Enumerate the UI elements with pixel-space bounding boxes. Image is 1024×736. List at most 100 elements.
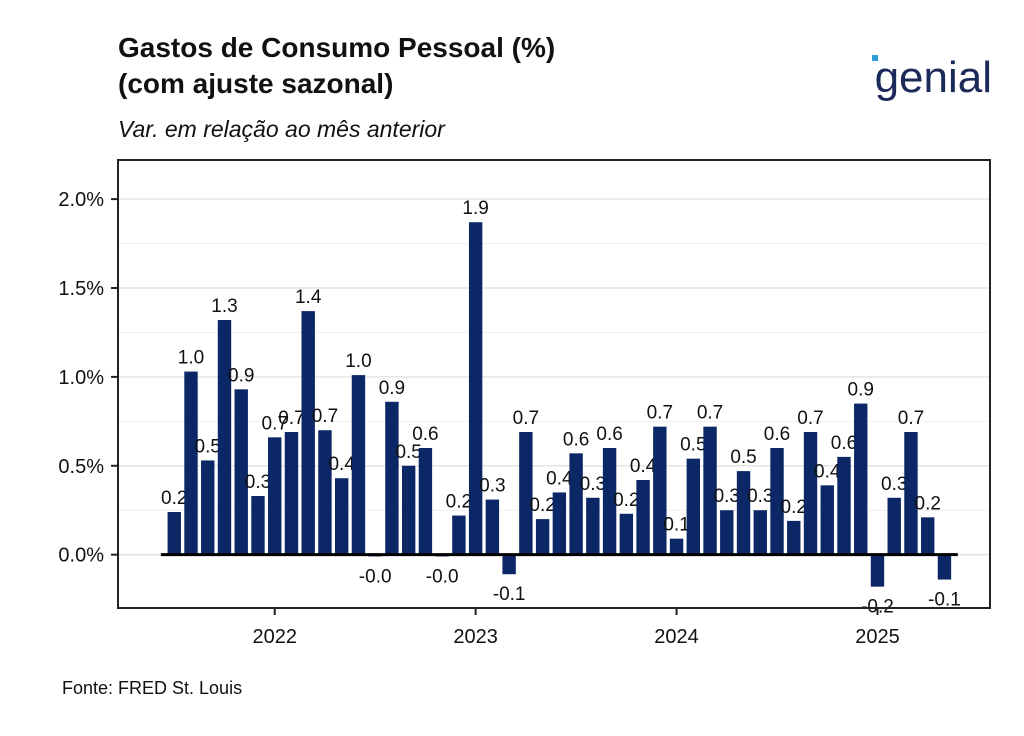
bar — [519, 432, 533, 555]
bar — [418, 448, 433, 555]
y-tick-label: 1.5% — [58, 278, 104, 300]
value-label: 0.3 — [479, 476, 505, 497]
value-label: 0.2 — [529, 495, 555, 516]
x-tick-label: 2023 — [453, 626, 498, 648]
value-label: 0.6 — [563, 429, 589, 450]
value-label: 1.3 — [211, 296, 237, 317]
value-label: 0.7 — [312, 406, 338, 427]
bar — [669, 538, 684, 555]
bar — [736, 471, 751, 555]
value-label: 0.5 — [680, 435, 706, 456]
bar — [201, 460, 215, 555]
value-label: 1.9 — [462, 198, 488, 219]
bar — [653, 426, 667, 555]
x-tick-label: 2022 — [252, 626, 297, 648]
bar — [301, 311, 315, 555]
value-label: 0.7 — [797, 408, 823, 429]
bar — [703, 426, 717, 555]
x-tick-label: 2025 — [855, 626, 900, 648]
value-label: 0.3 — [747, 486, 773, 507]
value-label: 0.4 — [328, 454, 355, 475]
bar — [385, 401, 399, 555]
value-label: 0.7 — [513, 408, 539, 429]
bar — [854, 403, 868, 555]
value-label: 0.7 — [898, 408, 924, 429]
value-label: 0.3 — [881, 474, 907, 495]
bar — [887, 497, 901, 555]
value-label: -0.1 — [928, 590, 961, 611]
value-label: 0.5 — [395, 442, 421, 463]
bar — [636, 480, 650, 555]
value-label: 0.4 — [630, 456, 657, 477]
bar — [351, 375, 366, 555]
value-label: 0.6 — [596, 424, 622, 445]
bar — [318, 430, 332, 555]
value-label: -0.0 — [426, 566, 459, 587]
value-label: 0.3 — [714, 486, 740, 507]
value-label: 0.9 — [228, 365, 254, 386]
bar — [251, 496, 265, 555]
value-label: 0.2 — [446, 492, 472, 513]
value-label: 0.6 — [764, 424, 790, 445]
y-tick-label: 2.0% — [58, 189, 104, 211]
value-label: 0.3 — [580, 474, 606, 495]
logo-accent — [872, 55, 878, 61]
bar — [334, 478, 349, 555]
bar — [401, 465, 416, 555]
bar — [268, 437, 282, 555]
bar — [552, 492, 567, 555]
value-label: 0.9 — [379, 378, 405, 399]
bar — [234, 389, 248, 555]
bar — [820, 485, 834, 555]
value-label: 0.4 — [546, 468, 573, 489]
value-label: 0.3 — [245, 472, 271, 493]
chart-subtitle: Var. em relação ao mês anterior — [118, 116, 446, 142]
value-label: 0.7 — [647, 403, 673, 424]
bar — [937, 554, 952, 580]
value-label: 0.5 — [195, 436, 221, 457]
value-label: 0.2 — [781, 497, 807, 518]
bar — [452, 515, 466, 555]
source: Fonte: FRED St. Louis — [62, 678, 242, 698]
bar — [904, 432, 918, 555]
bar — [217, 320, 232, 555]
bar — [167, 512, 181, 555]
value-label: 0.2 — [613, 490, 639, 511]
y-tick-label: 1.0% — [58, 367, 104, 389]
value-label: 0.4 — [814, 461, 841, 482]
bar — [502, 554, 516, 575]
value-label: 0.7 — [262, 413, 288, 434]
bar — [753, 510, 767, 555]
bar — [569, 453, 583, 555]
value-label: 1.0 — [345, 351, 371, 372]
bar — [535, 519, 550, 555]
value-label: 0.6 — [412, 424, 438, 445]
value-label: 0.2 — [161, 488, 187, 509]
value-label: 0.7 — [697, 403, 723, 424]
x-tick-label: 2024 — [654, 626, 699, 648]
bar — [686, 458, 701, 555]
value-label: 0.7 — [278, 408, 304, 429]
bar — [485, 499, 500, 555]
value-label: -0.1 — [493, 584, 526, 605]
chart-title: Gastos de Consumo Pessoal (%) — [118, 32, 555, 63]
y-tick-label: 0.0% — [58, 545, 104, 567]
bar — [184, 371, 198, 555]
chart-title: (com ajuste sazonal) — [118, 68, 393, 99]
bar — [837, 456, 851, 555]
bar — [803, 432, 818, 555]
bar — [921, 517, 935, 555]
plot-frame — [117, 159, 991, 609]
value-label: 0.5 — [730, 447, 756, 468]
value-label: 1.0 — [178, 348, 204, 369]
value-label: 0.6 — [831, 433, 857, 454]
bar — [870, 554, 885, 587]
value-label: 0.2 — [915, 493, 941, 514]
bar — [586, 497, 600, 555]
bar — [770, 448, 784, 555]
logo: genial — [875, 53, 992, 102]
value-label: 0.1 — [663, 515, 689, 536]
value-label: 1.4 — [295, 287, 322, 308]
bar — [787, 520, 801, 555]
